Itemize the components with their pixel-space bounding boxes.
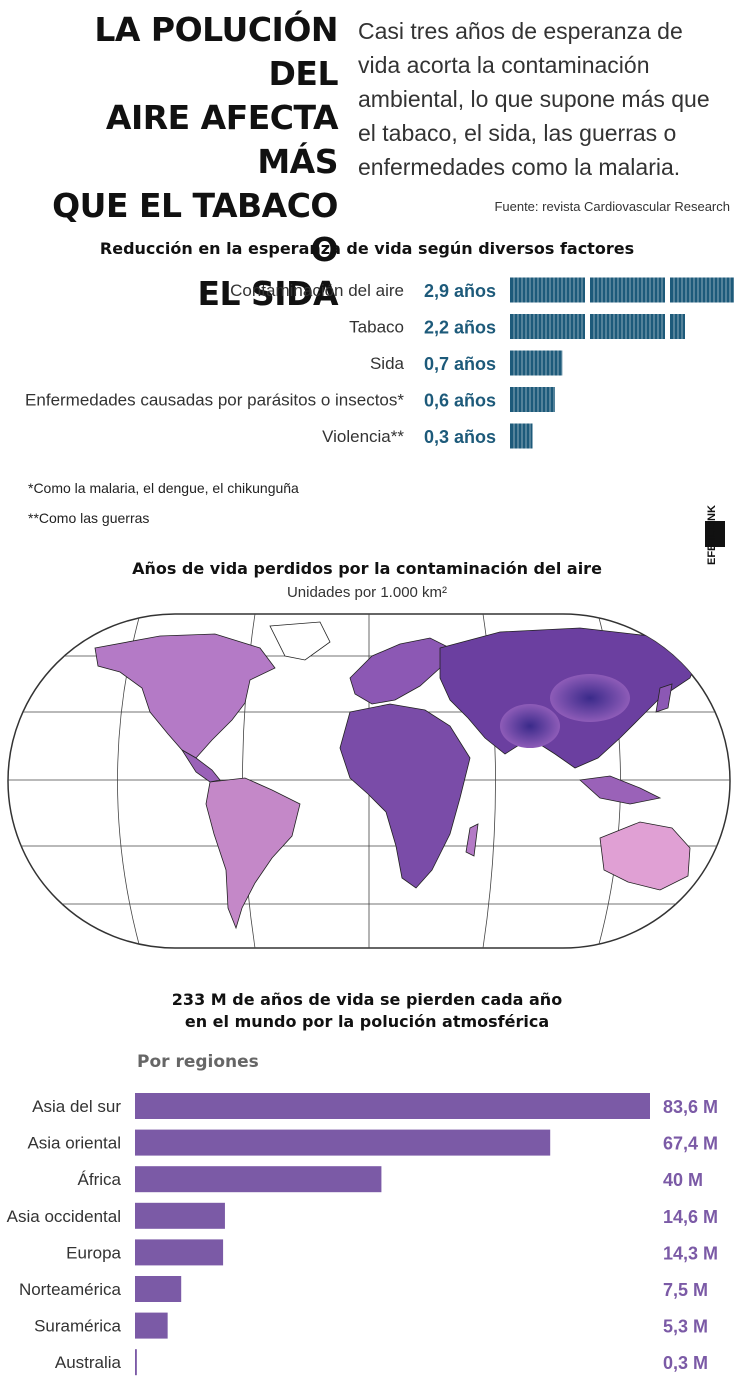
chart2-category-label: Europa xyxy=(66,1243,121,1262)
chart1-category-label: Enfermedades causadas por parásitos o in… xyxy=(25,391,404,410)
chart2-title-line-1: 233 M de años de vida se pierden cada añ… xyxy=(171,990,563,1009)
headline-line: AIRE AFECTA MÁS xyxy=(105,98,339,181)
chart2-bar xyxy=(135,1312,168,1339)
chart2-value-label: 5,3 M xyxy=(663,1317,708,1337)
chart2-category-label: África xyxy=(78,1170,122,1189)
landmass-southeast-asia xyxy=(579,775,662,805)
chart2-category-label: Australia xyxy=(55,1353,122,1372)
chart1-value-label: 2,2 años xyxy=(424,318,496,338)
chart1-category-label: Tabaco xyxy=(349,318,404,337)
chart2-value-label: 14,6 M xyxy=(663,1207,718,1227)
chart2-category-label: Asia oriental xyxy=(27,1134,121,1153)
chart2-value-label: 67,4 M xyxy=(663,1134,718,1154)
landmass-australia xyxy=(599,821,691,891)
headline-line: LA POLUCIÓN DEL xyxy=(94,10,338,93)
efe-logo-text: EFE ILLINK xyxy=(706,505,718,565)
landmass-japan xyxy=(655,683,673,713)
landmass-central-america xyxy=(181,749,221,783)
chart1-bar xyxy=(510,387,555,412)
chart1-bar xyxy=(510,277,734,303)
chart1-value-label: 2,9 años xyxy=(424,281,496,301)
chart2-bar xyxy=(135,1239,224,1266)
landmass-africa xyxy=(339,703,471,889)
intro-line: Casi tres años de esperanza de xyxy=(358,18,683,44)
chart2-value-label: 7,5 M xyxy=(663,1280,708,1300)
chart1-title: Reducción en la esperanza de vida según … xyxy=(99,239,635,258)
chart2-value-label: 83,6 M xyxy=(663,1097,718,1117)
footnote-2: **Como las guerras xyxy=(28,510,150,526)
world-map xyxy=(7,613,731,949)
intro-line: ambiental, lo que supone más que xyxy=(358,86,710,112)
landmass-north-america xyxy=(94,633,276,759)
chart2-category-label: Norteamérica xyxy=(19,1280,122,1299)
chart1-bar xyxy=(510,423,533,449)
chart1-value-label: 0,7 años xyxy=(424,354,496,374)
life-expectancy-chart: Contaminación del aire 2,9 años Tabaco 2,2 … xyxy=(25,277,734,449)
chart2-bar xyxy=(135,1166,382,1193)
efe-logo: EFE ILLINK xyxy=(705,505,725,565)
headline-line: EL SIDA xyxy=(197,274,338,313)
chart2-value-label: 40 M xyxy=(663,1170,703,1190)
landmass-greenland xyxy=(269,621,331,661)
chart2-title-line-2: en el mundo por la polución atmosférica xyxy=(184,1012,550,1031)
map-subtitle: Unidades por 1.000 km² xyxy=(286,584,448,601)
intro-line: enfermedades como la malaria. xyxy=(358,154,681,180)
intro-text: Casi tres años de esperanza de vida acor… xyxy=(358,14,730,184)
chart2-value-label: 0,3 M xyxy=(663,1353,708,1373)
chart2-value-label: 14,3 M xyxy=(663,1243,718,1263)
chart1-value-label: 0,6 años xyxy=(424,391,496,411)
footnote-1: *Como la malaria, el dengue, el chikungu… xyxy=(28,480,299,496)
chart2-bar xyxy=(135,1202,225,1229)
chart2-bar xyxy=(135,1093,650,1119)
map-title: Años de vida perdidos por la contaminaci… xyxy=(132,559,602,578)
landmass-south-america xyxy=(205,777,301,930)
chart1-bar xyxy=(510,350,563,376)
hotspot-china xyxy=(550,674,630,722)
chart2-category-label: Asia occidental xyxy=(7,1207,121,1226)
chart1-category-label: Violencia** xyxy=(322,427,404,446)
regions-chart: Asia del sur 83,6 M Asia oriental 67,4 M Áfr… xyxy=(7,1093,718,1376)
headline: LA POLUCIÓN DEL AIRE AFECTA MÁS QUE EL T… xyxy=(20,8,338,316)
chart1-bar xyxy=(510,314,685,339)
landmass-new-zealand xyxy=(699,883,715,911)
chart2-subtitle: Por regiones xyxy=(137,1052,259,1072)
map-landmasses xyxy=(94,621,715,930)
landmass-madagascar xyxy=(465,823,479,857)
chart2-bar xyxy=(135,1276,182,1302)
source-credit: Fuente: revista Cardiovascular Research xyxy=(494,199,730,214)
hotspot-india xyxy=(500,704,560,748)
chart2-bar xyxy=(135,1129,551,1156)
intro-line: el tabaco, el sida, las guerras o xyxy=(358,120,677,146)
chart2-category-label: Suramérica xyxy=(34,1317,121,1336)
chart2-bar xyxy=(135,1349,137,1376)
chart2-category-label: Asia del sur xyxy=(32,1097,121,1116)
chart1-value-label: 0,3 años xyxy=(424,427,496,447)
headline-line: QUE EL TABACO O xyxy=(52,186,338,269)
chart1-category-label: Contaminación del aire xyxy=(230,281,404,300)
chart1-category-label: Sida xyxy=(370,354,405,373)
intro-line: vida acorta la contaminación xyxy=(358,52,650,78)
